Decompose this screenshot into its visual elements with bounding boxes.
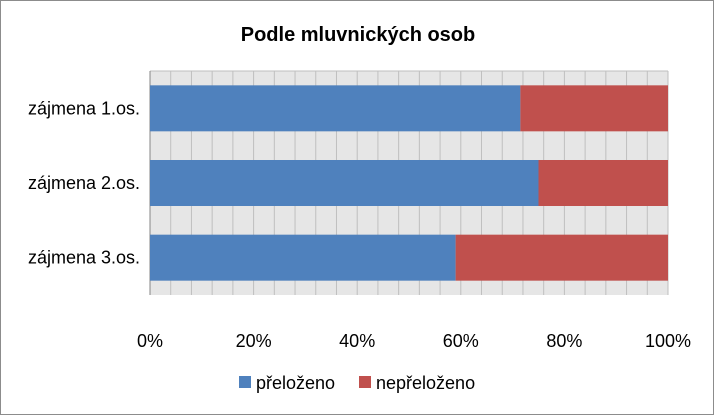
bar-neprelozeno-3 [455,234,668,281]
category-labels: zájmena 1.os. zájmena 2.os. zájmena 3.os. [28,98,140,267]
bar-neprelozeno-1 [520,85,668,132]
category-label: zájmena 2.os. [28,173,140,193]
bar-neprelozeno-2 [538,160,668,206]
legend-swatch [239,376,251,388]
category-label: zájmena 1.os. [28,98,140,118]
x-tick-label: 20% [236,331,272,351]
legend: přeloženo nepřeloženo [239,373,475,393]
bars [150,85,668,281]
x-tick-label: 40% [339,331,375,351]
legend-label: přeloženo [256,373,335,393]
bar-prelozeno-3 [150,234,456,281]
bar-prelozeno-2 [150,160,539,206]
category-label: zájmena 3.os. [28,248,140,268]
x-tick-label: 60% [443,331,479,351]
x-axis-ticks: 0% 20% 40% 60% 80% 100% [137,331,691,351]
bar-prelozeno-1 [150,85,521,132]
legend-swatch [359,376,371,388]
chart-title: Podle mluvnických osob [241,24,476,46]
x-tick-label: 100% [645,331,691,351]
x-tick-label: 0% [137,331,163,351]
x-tick-label: 80% [546,331,582,351]
legend-label: nepřeloženo [376,373,475,393]
